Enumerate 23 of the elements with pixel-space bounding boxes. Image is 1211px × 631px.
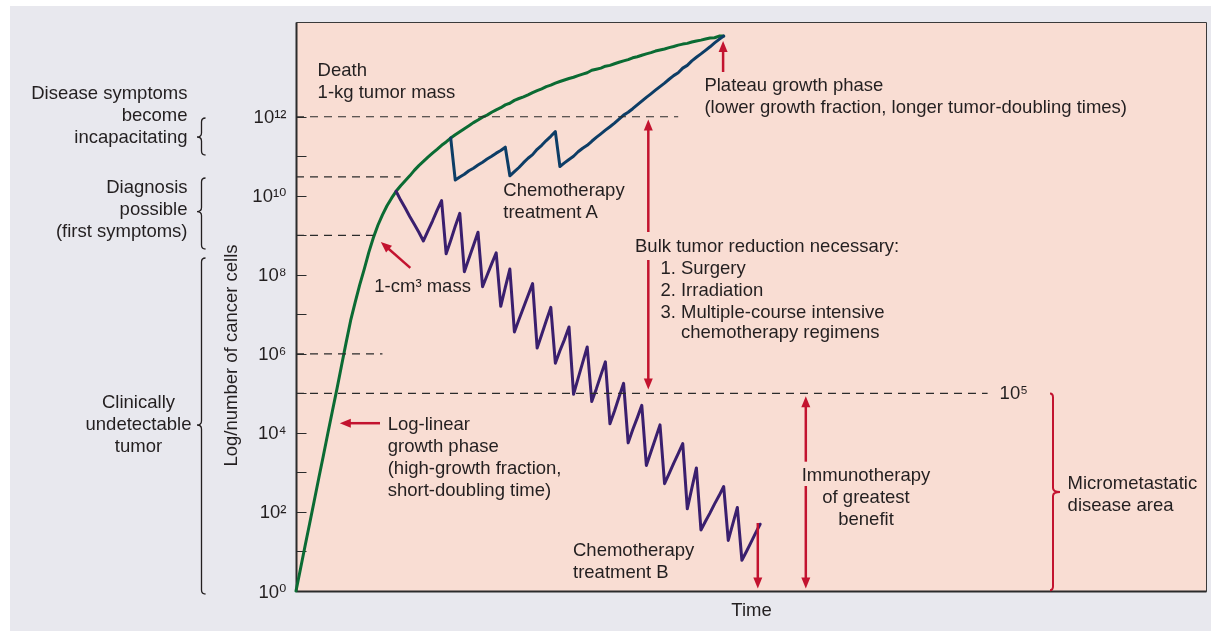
annotation: Bulk tumor reduction necessary: xyxy=(635,234,900,256)
annotation: 1-cm³ mass xyxy=(374,275,471,297)
y-axis-title: Log/number of cancer cells xyxy=(219,244,241,467)
series-label: 10⁵ xyxy=(999,382,1028,404)
annotation: Log-linear growth phase (high-growth fraction, short-doubling time) xyxy=(387,413,562,501)
annotation: Micrometastatic disease area xyxy=(1067,472,1198,516)
y-tick-label: 10¹² xyxy=(253,106,287,128)
x-axis-title: Time xyxy=(731,598,772,620)
y-tick-label: 10¹⁰ xyxy=(252,185,287,207)
series-label: Chemotherapy treatment A xyxy=(503,179,626,223)
y-tick-label: 10⁰ xyxy=(258,580,287,602)
series-label: Chemotherapy treatment B xyxy=(573,538,696,582)
text: Clinically undetectable tumor xyxy=(85,391,192,456)
annotation: chemotherapy regimens xyxy=(681,321,880,342)
y-tick-label: 10² xyxy=(259,501,287,523)
y-tick-label: 10⁸ xyxy=(258,264,287,286)
annotation: Death 1-kg tumor mass xyxy=(317,59,456,102)
text: Disease symptoms become incapacitating xyxy=(31,82,188,147)
y-tick-label: 10⁴ xyxy=(257,422,287,444)
text: Diagnosis possible (first symptoms) xyxy=(55,175,188,241)
annotation: Immunotherapy of greatest benefit xyxy=(801,464,932,530)
y-tick-label: 10⁶ xyxy=(258,343,287,365)
annotation: Plateau growth phase (lower growth fraction, longer tumor-doubling times) xyxy=(704,73,1127,117)
